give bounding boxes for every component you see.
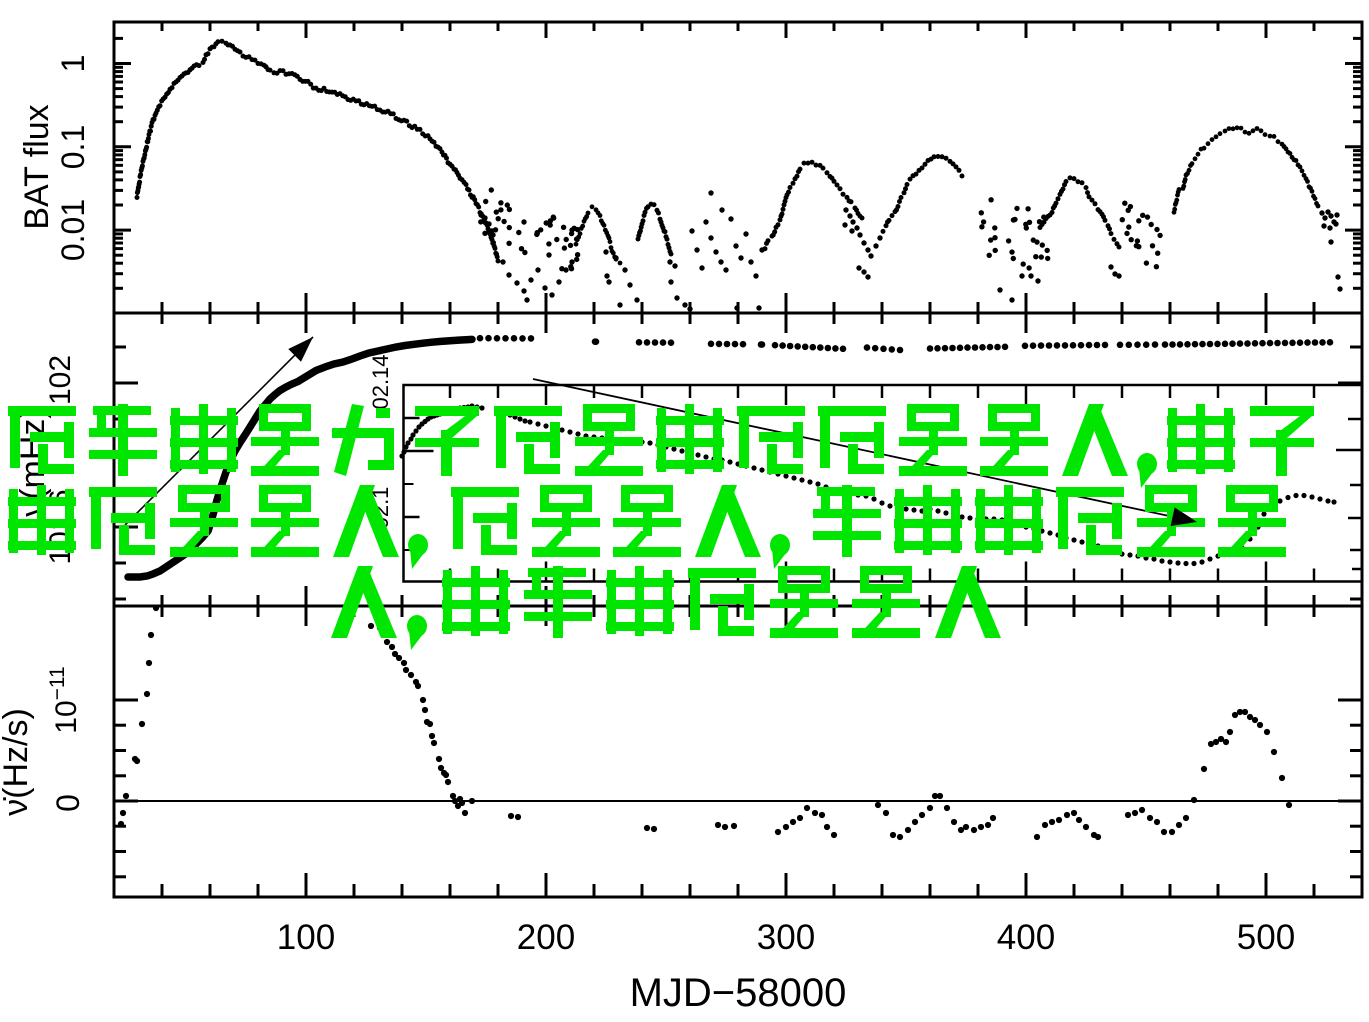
svg-text:102: 102: [44, 355, 77, 405]
svg-text:BAT flux: BAT flux: [18, 104, 56, 229]
svg-text:0.01: 0.01: [55, 199, 91, 261]
svg-text:200: 200: [517, 918, 575, 957]
svg-text:0.1: 0.1: [55, 125, 91, 169]
svg-text:02.14: 02.14: [368, 354, 393, 409]
svg-text:300: 300: [757, 918, 815, 957]
svg-text:100: 100: [277, 918, 335, 957]
svg-text:ν̇(Hz/s): ν̇(Hz/s): [0, 708, 35, 816]
svg-text:1: 1: [55, 55, 91, 73]
svg-text:MJD−58000: MJD−58000: [630, 971, 847, 1015]
svg-text:400: 400: [997, 918, 1055, 957]
svg-text:500: 500: [1237, 918, 1295, 957]
svg-text:0: 0: [50, 794, 86, 812]
